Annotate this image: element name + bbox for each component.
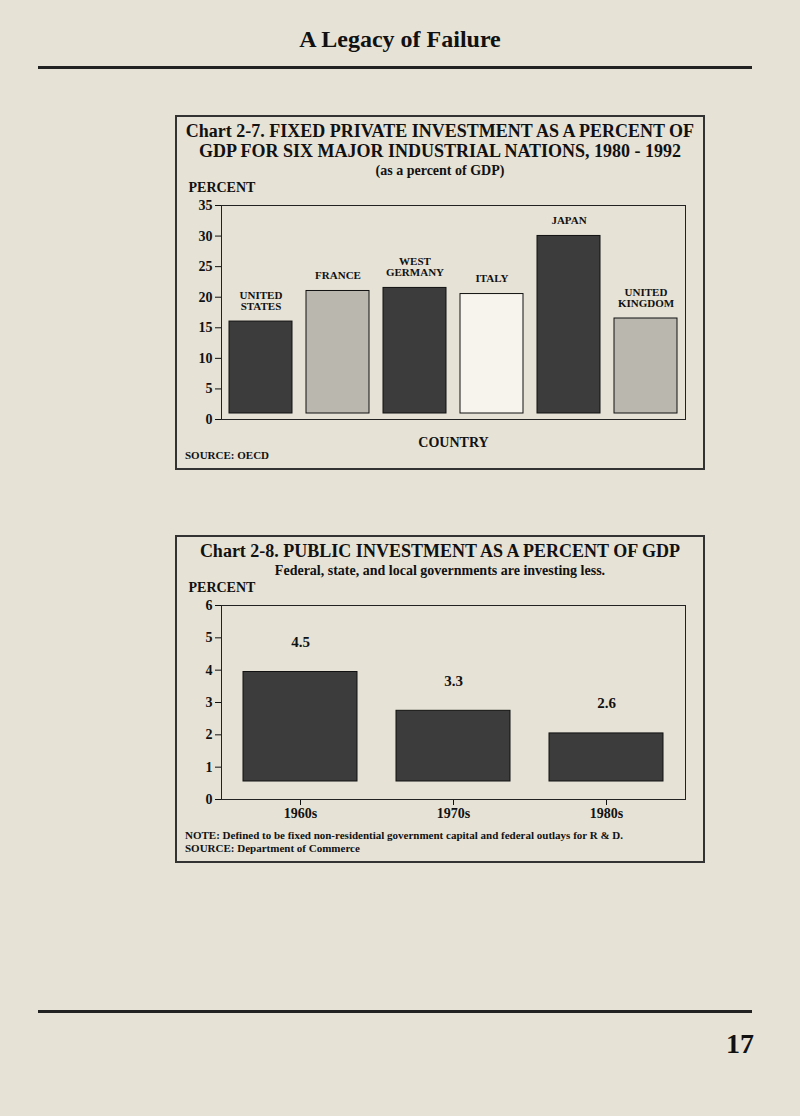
svg-text:25: 25: [199, 259, 213, 274]
svg-text:0: 0: [206, 412, 213, 427]
svg-text:UNITEDKINGDOM: UNITEDKINGDOM: [618, 286, 675, 309]
svg-text:COUNTRY: COUNTRY: [418, 435, 488, 450]
svg-text:1: 1: [206, 760, 213, 775]
html-text:SOURCE: Department of Commerce: SOURCE: Department of Commerce: [185, 842, 360, 854]
svg-text:1960s: 1960s: [284, 806, 318, 821]
svg-text:1970s: 1970s: [437, 806, 471, 821]
svg-text:15: 15: [199, 320, 213, 335]
html-text:Chart 2-8. PUBLIC INVESTMENT A: Chart 2-8. PUBLIC INVESTMENT AS A PERCEN…: [199, 541, 681, 561]
html-text:17: 17: [726, 1028, 754, 1059]
html-text:SOURCE: OECD: SOURCE: OECD: [185, 449, 269, 461]
svg-text:2: 2: [206, 727, 213, 742]
svg-text:UNITEDSTATES: UNITEDSTATES: [240, 289, 283, 312]
svg-text:5: 5: [206, 630, 213, 645]
svg-text:ITALY: ITALY: [475, 272, 508, 284]
svg-text:10: 10: [199, 351, 213, 366]
svg-text:5: 5: [206, 381, 213, 396]
svg-text:JAPAN: JAPAN: [551, 214, 586, 226]
html-text:Chart 2-7. FIXED PRIVATE INVES: Chart 2-7. FIXED PRIVATE INVESTMENT AS A…: [185, 121, 695, 161]
html-text:NOTE: Defined to be fixed non-: NOTE: Defined to be fixed non-residentia…: [185, 829, 623, 841]
svg-text:35: 35: [199, 198, 213, 213]
svg-text:WESTGERMANY: WESTGERMANY: [386, 255, 444, 278]
svg-text:4.5: 4.5: [291, 634, 310, 650]
svg-text:3.3: 3.3: [444, 673, 463, 689]
svg-text:6: 6: [206, 598, 213, 613]
svg-text:0: 0: [206, 792, 213, 807]
svg-text:20: 20: [199, 290, 213, 305]
svg-text:PERCENT: PERCENT: [189, 180, 257, 195]
svg-text:4: 4: [206, 663, 213, 678]
html-text:Federal, state, and local gove: Federal, state, and local governments ar…: [274, 563, 606, 578]
svg-text:PERCENT: PERCENT: [189, 580, 257, 595]
svg-text:2.6: 2.6: [597, 695, 616, 711]
svg-text:3: 3: [206, 695, 213, 710]
svg-text:1980s: 1980s: [590, 806, 624, 821]
html-text:(as a percent of GDP): (as a percent of GDP): [375, 163, 505, 178]
svg-text:FRANCE: FRANCE: [315, 269, 361, 281]
html-text:A Legacy of Failure: A Legacy of Failure: [299, 26, 501, 52]
svg-text:30: 30: [199, 229, 213, 244]
